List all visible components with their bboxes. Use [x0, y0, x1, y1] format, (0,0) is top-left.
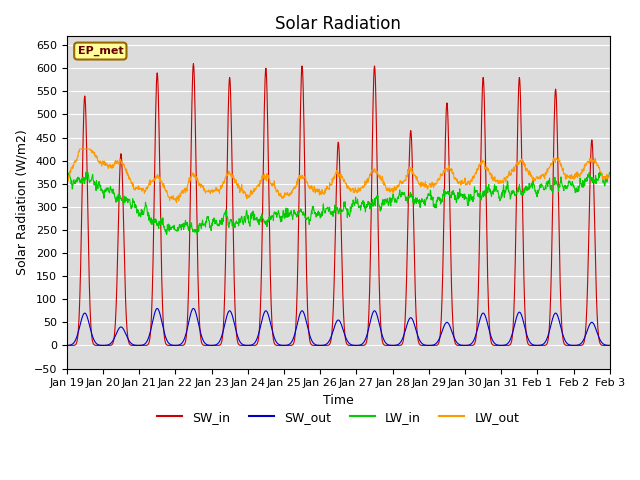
Text: EP_met: EP_met [77, 46, 123, 56]
SW_out [63, 343, 70, 348]
Legend: SW_in, SW_out, LW_in, LW_out: SW_in, SW_out, LW_in, LW_out [152, 406, 524, 429]
LW_out [171, 197, 179, 203]
LW_out [173, 200, 180, 205]
LW_in [244, 218, 252, 224]
SW_out [605, 343, 613, 348]
LW_out [245, 193, 253, 199]
LW_in [605, 170, 613, 176]
Line: SW_out: SW_out [67, 309, 609, 346]
SW_out [244, 342, 252, 348]
SW_out [184, 324, 191, 329]
SW_out [541, 339, 549, 345]
SW_in [170, 343, 178, 348]
SW_in [189, 61, 197, 67]
LW_out [423, 183, 431, 189]
LW_in [63, 169, 70, 175]
Y-axis label: Solar Radiation (W/m2): Solar Radiation (W/m2) [15, 130, 28, 275]
SW_out [154, 306, 161, 312]
Line: LW_out: LW_out [67, 149, 609, 203]
SW_in [423, 343, 431, 348]
X-axis label: Time: Time [323, 394, 354, 407]
LW_in [423, 194, 431, 200]
LW_out [605, 172, 613, 178]
LW_out [76, 146, 83, 152]
LW_out [542, 172, 550, 178]
LW_in [184, 223, 191, 229]
LW_in [541, 183, 549, 189]
LW_out [63, 180, 70, 185]
LW_in [171, 227, 179, 233]
Line: SW_in: SW_in [67, 64, 609, 346]
SW_in [244, 343, 252, 348]
LW_in [493, 188, 501, 194]
LW_out [184, 181, 192, 187]
SW_in [493, 343, 501, 348]
SW_out [171, 342, 179, 348]
SW_in [184, 319, 191, 324]
LW_in [163, 231, 170, 237]
Line: LW_in: LW_in [67, 172, 609, 234]
LW_out [494, 179, 502, 185]
SW_in [605, 343, 613, 348]
SW_out [423, 342, 431, 348]
SW_in [541, 342, 549, 348]
Title: Solar Radiation: Solar Radiation [275, 15, 401, 33]
SW_in [63, 343, 70, 348]
SW_out [493, 342, 501, 348]
